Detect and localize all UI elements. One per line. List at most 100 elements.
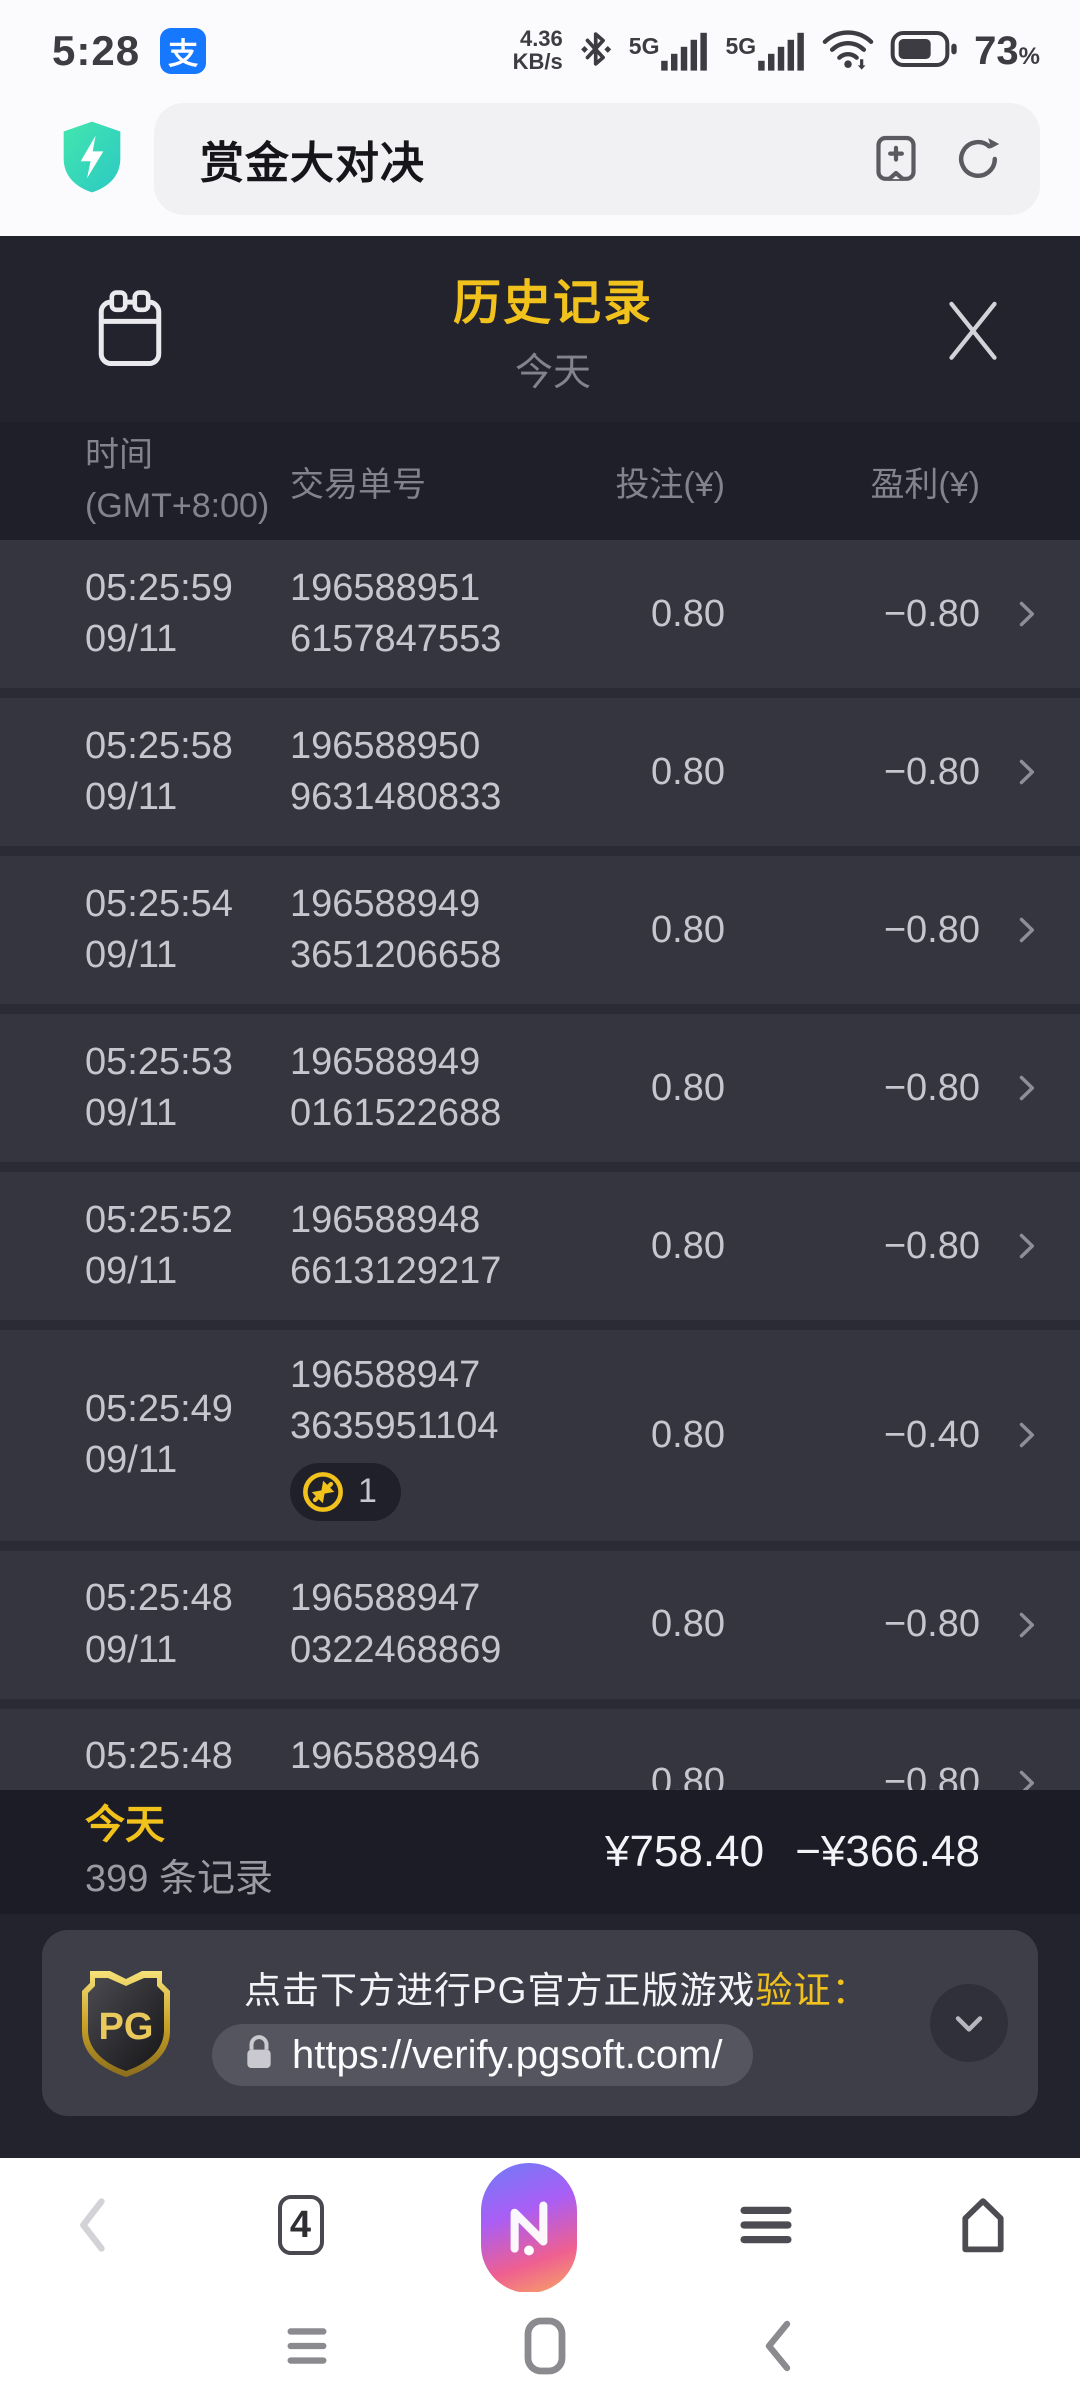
col-time: 时间 bbox=[85, 436, 153, 474]
collapse-banner-button[interactable] bbox=[930, 1984, 1008, 2062]
browser-back-button[interactable] bbox=[68, 2193, 120, 2257]
row-date: 09/11 bbox=[85, 1628, 178, 1671]
row-time: 05:25:48 bbox=[85, 1577, 233, 1620]
row-time: 05:25:53 bbox=[85, 1040, 233, 1083]
summary-total-profit: −¥366.48 bbox=[795, 1827, 980, 1876]
table-row[interactable]: 05:25:58 09/11 196588950 9631480833 0.80… bbox=[0, 698, 1080, 846]
refresh-icon[interactable] bbox=[950, 131, 1006, 187]
row-bet: 0.80 bbox=[651, 592, 725, 635]
converging-arrows-icon bbox=[303, 1471, 343, 1512]
system-nav-bar bbox=[0, 2292, 1080, 2400]
pg-verify-url: https://verify.pgsoft.com/ bbox=[292, 2032, 723, 2077]
bluetooth-icon bbox=[579, 27, 613, 76]
row-bet: 0.80 bbox=[651, 1413, 725, 1456]
row-order-line1: 196588946 bbox=[290, 1735, 481, 1778]
table-row[interactable]: 05:25:54 09/11 196588949 3651206658 0.80… bbox=[0, 856, 1080, 1004]
row-order-line2: 6613129217 bbox=[290, 1250, 502, 1292]
col-time-zone: (GMT+8:00) bbox=[85, 487, 270, 525]
row-date: 09/11 bbox=[85, 1250, 178, 1292]
chevron-right-icon[interactable] bbox=[980, 912, 1044, 948]
chevron-right-icon[interactable] bbox=[980, 1765, 1044, 1790]
network-speed-unit: KB/s bbox=[512, 49, 563, 74]
row-order-line2: 0161522688 bbox=[290, 1092, 502, 1134]
row-order-line2: 7050930689 bbox=[290, 1783, 501, 1790]
network-speed-value: 4.36 bbox=[519, 26, 563, 52]
row-order-line1: 196588947 bbox=[290, 1577, 481, 1620]
tab-count: 4 bbox=[289, 2203, 312, 2246]
row-bet: 0.80 bbox=[651, 908, 725, 951]
row-order-line1: 196588951 bbox=[290, 566, 481, 609]
chevron-right-icon[interactable] bbox=[980, 1228, 1044, 1264]
chevron-right-icon[interactable] bbox=[980, 1417, 1044, 1453]
summary-record-count: 399 条记录 bbox=[85, 1858, 273, 1901]
calendar-icon[interactable] bbox=[84, 283, 176, 375]
history-rows: 05:25:59 09/11 196588951 6157847553 0.80… bbox=[0, 540, 1080, 1790]
col-order: 交易单号 bbox=[290, 465, 426, 504]
table-row[interactable]: 05:25:49 09/11 196588947 3635951104 1 0.… bbox=[0, 1330, 1080, 1541]
system-back-button[interactable] bbox=[756, 2317, 800, 2375]
browser-menu-button[interactable] bbox=[735, 2199, 797, 2251]
sim2-5g-label: 5G bbox=[725, 33, 757, 59]
site-security-shield-icon[interactable] bbox=[58, 118, 126, 201]
table-row[interactable]: 05:25:59 09/11 196588951 6157847553 0.80… bbox=[0, 540, 1080, 688]
row-order-line2: 0322468869 bbox=[290, 1628, 502, 1671]
pg-verify-url-pill[interactable]: https://verify.pgsoft.com/ bbox=[212, 2024, 753, 2086]
page-title: 赏金大对决 bbox=[200, 139, 425, 188]
row-date: 09/11 bbox=[85, 934, 178, 976]
chevron-right-icon[interactable] bbox=[980, 1607, 1044, 1643]
row-date: 09/11 bbox=[85, 1783, 290, 1790]
row-date: 09/11 bbox=[85, 1092, 178, 1134]
row-time: 05:25:52 bbox=[85, 1198, 233, 1241]
browser-nav-bar: 4 bbox=[0, 2158, 1080, 2293]
row-profit: −0.80 bbox=[883, 908, 980, 951]
row-time: 05:25:48 bbox=[85, 1735, 233, 1778]
row-profit: −0.80 bbox=[883, 1066, 980, 1109]
wifi-icon bbox=[822, 27, 874, 76]
browser-home-button[interactable] bbox=[954, 2194, 1012, 2256]
battery-percent: 73% bbox=[974, 29, 1040, 74]
close-icon[interactable] bbox=[930, 286, 1016, 372]
battery-percent-sign: % bbox=[1018, 42, 1040, 70]
row-order-line2: 3635951104 bbox=[290, 1405, 499, 1448]
col-profit: 盈利(¥) bbox=[870, 465, 980, 504]
system-home-button[interactable] bbox=[521, 2315, 569, 2377]
table-row[interactable]: 05:25:48 09/11 196588947 0322468869 0.80… bbox=[0, 1550, 1080, 1699]
row-order-line1: 196588949 bbox=[290, 882, 481, 925]
chevron-right-icon[interactable] bbox=[980, 1070, 1044, 1106]
battery-percent-value: 73 bbox=[974, 28, 1019, 73]
status-time: 5:28 bbox=[52, 27, 141, 74]
sim1-signal-icon: 5G bbox=[629, 30, 710, 72]
row-order-line1: 196588949 bbox=[290, 1040, 481, 1083]
status-bar: 5:28 支 4.36 KB/s 5G 5G bbox=[0, 0, 1080, 96]
history-modal: 历史记录 今天 时间 (GMT+8:00) 交易单号 投注(¥) 盈利(¥) 0… bbox=[0, 236, 1080, 2158]
sim1-5g-label: 5G bbox=[628, 33, 660, 59]
row-order-line1: 196588950 bbox=[290, 724, 481, 767]
tab-count-button[interactable]: 4 bbox=[277, 2195, 324, 2255]
row-time: 05:25:58 bbox=[85, 724, 233, 767]
row-profit: −0.40 bbox=[883, 1413, 980, 1456]
chevron-right-icon[interactable] bbox=[980, 596, 1044, 632]
address-bar-pill[interactable]: 赏金大对决 bbox=[154, 103, 1040, 215]
row-order-line2: 6157847553 bbox=[290, 618, 502, 660]
chevron-right-icon[interactable] bbox=[980, 754, 1044, 790]
row-order-line1: 196588947 bbox=[290, 1354, 481, 1396]
row-order-line1: 196588948 bbox=[290, 1198, 481, 1241]
table-row[interactable]: 05:25:53 09/11 196588949 0161522688 0.80… bbox=[0, 1014, 1080, 1162]
pg-verify-banner[interactable]: PG 点击下方进行PG官方正版游戏验证： https://verify.pgso… bbox=[42, 1930, 1038, 2116]
table-row[interactable]: 05:25:48 09/11 196588946 7050930689 0.80… bbox=[0, 1708, 1080, 1790]
table-header: 时间 (GMT+8:00) 交易单号 投注(¥) 盈利(¥) bbox=[0, 422, 1080, 540]
history-modal-header: 历史记录 今天 bbox=[0, 236, 1080, 422]
summary-total-bet: ¥758.40 bbox=[605, 1827, 765, 1876]
row-bet: 0.80 bbox=[651, 750, 725, 793]
add-bookmark-icon[interactable] bbox=[868, 131, 924, 187]
badge-count: 1 bbox=[358, 1471, 377, 1510]
row-time: 05:25:49 bbox=[85, 1388, 233, 1430]
browser-home-logo-button[interactable] bbox=[481, 2163, 577, 2293]
feature-spin-badge: 1 bbox=[290, 1462, 401, 1521]
table-row[interactable]: 05:25:52 09/11 196588948 6613129217 0.80… bbox=[0, 1172, 1080, 1320]
row-date: 09/11 bbox=[85, 618, 178, 660]
sim2-signal-icon: 5G bbox=[725, 30, 806, 72]
row-bet: 0.80 bbox=[651, 1224, 725, 1267]
system-menu-button[interactable] bbox=[280, 2323, 334, 2369]
pg-verify-highlight: 验证： bbox=[755, 1970, 870, 2011]
